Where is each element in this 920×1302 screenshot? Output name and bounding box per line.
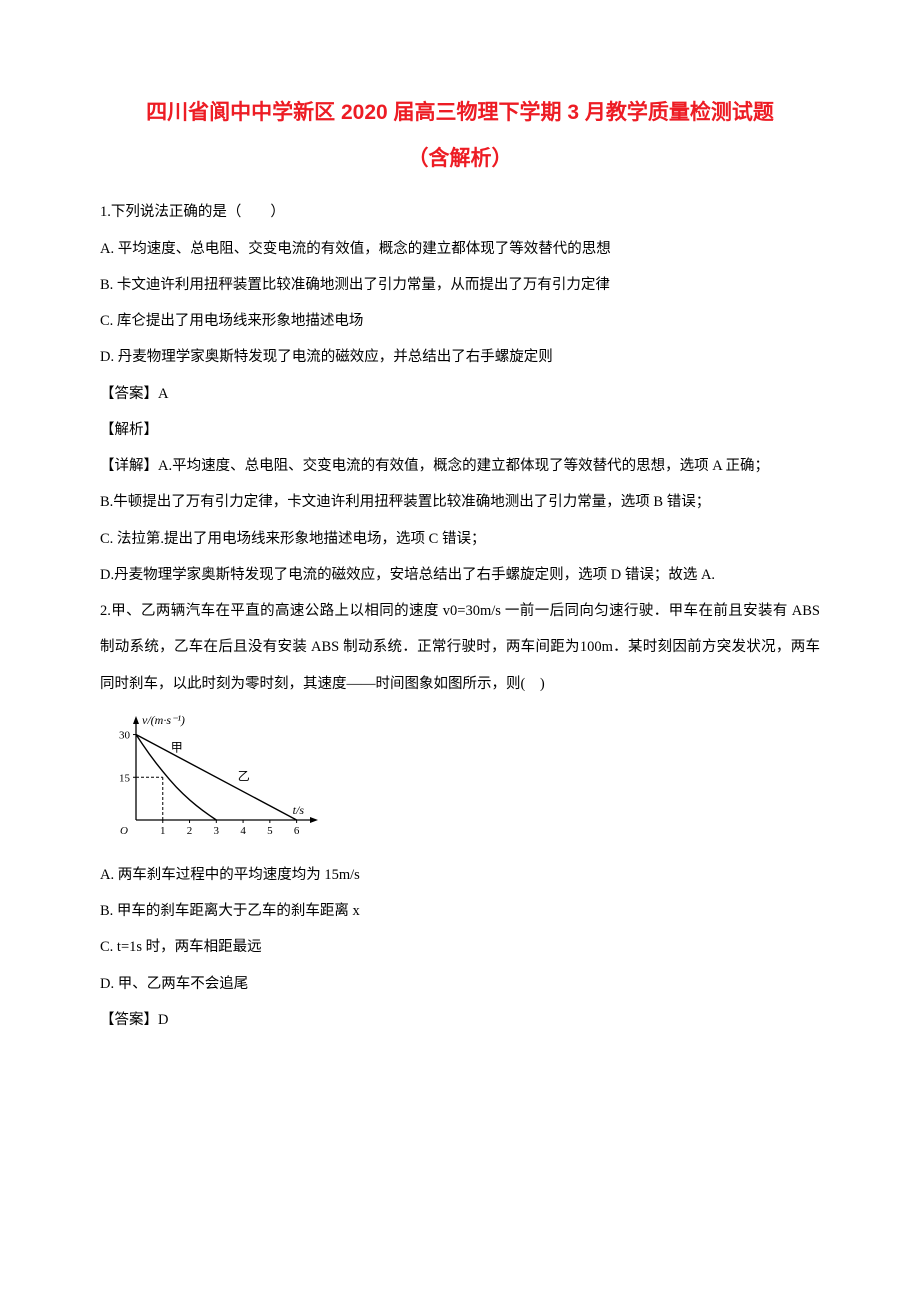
vt-graph-svg: 15 30 1 2 3 4 5 6 Ov/(m·s⁻¹) t/s 甲乙 bbox=[100, 712, 320, 842]
svg-text:4: 4 bbox=[240, 825, 246, 837]
detail-c: C. 法拉第.提出了用电场线来形象地描述电场，选项 C 错误； bbox=[100, 521, 820, 557]
svg-text:t/s: t/s bbox=[293, 803, 305, 817]
detail-d: D.丹麦物理学家奥斯特发现了电流的磁效应，安培总结出了右手螺旋定则，选项 D 错… bbox=[100, 557, 820, 593]
analysis-label: 【解析】 bbox=[100, 412, 820, 448]
svg-text:1: 1 bbox=[160, 825, 166, 837]
svg-text:5: 5 bbox=[267, 825, 273, 837]
page: 四川省阆中中学新区 2020 届高三物理下学期 3 月教学质量检测试题 （含解析… bbox=[0, 0, 920, 1302]
svg-text:15: 15 bbox=[119, 772, 131, 784]
svg-text:2: 2 bbox=[187, 825, 193, 837]
svg-text:O: O bbox=[120, 825, 128, 837]
title-line-1: 四川省阆中中学新区 2020 届高三物理下学期 3 月教学质量检测试题 bbox=[100, 90, 820, 136]
option-a: A. 平均速度、总电阻、交变电流的有效值，概念的建立都体现了等效替代的思想 bbox=[100, 231, 820, 267]
q2-option-b: B. 甲车的刹车距离大于乙车的刹车距离 x bbox=[100, 893, 820, 929]
title-line-2: （含解析） bbox=[100, 136, 820, 182]
question-2: 2.甲、乙两辆汽车在平直的高速公路上以相同的速度 v0=30m/s 一前一后同向… bbox=[100, 593, 820, 702]
svg-text:甲: 甲 bbox=[171, 741, 183, 755]
svg-text:v/(m·s⁻¹): v/(m·s⁻¹) bbox=[142, 713, 185, 727]
option-b: B. 卡文迪许利用扭秤装置比较准确地测出了引力常量，从而提出了万有引力定律 bbox=[100, 267, 820, 303]
velocity-time-graph: 15 30 1 2 3 4 5 6 Ov/(m·s⁻¹) t/s 甲乙 bbox=[100, 712, 820, 847]
answer-label: 【答案】A bbox=[100, 376, 820, 412]
q2-option-d: D. 甲、乙两车不会追尾 bbox=[100, 966, 820, 1002]
svg-text:30: 30 bbox=[119, 729, 131, 741]
option-c: C. 库仑提出了用电场线来形象地描述电场 bbox=[100, 303, 820, 339]
q2-option-a: A. 两车刹车过程中的平均速度均为 15m/s bbox=[100, 857, 820, 893]
q2-option-c: C. t=1s 时，两车相距最远 bbox=[100, 929, 820, 965]
detail-a: 【详解】A.平均速度、总电阻、交变电流的有效值，概念的建立都体现了等效替代的思想… bbox=[100, 448, 820, 484]
svg-text:3: 3 bbox=[214, 825, 220, 837]
svg-text:乙: 乙 bbox=[238, 769, 250, 783]
document-title: 四川省阆中中学新区 2020 届高三物理下学期 3 月教学质量检测试题 （含解析… bbox=[100, 90, 820, 182]
q2-answer: 【答案】D bbox=[100, 1002, 820, 1038]
option-d: D. 丹麦物理学家奥斯特发现了电流的磁效应，并总结出了右手螺旋定则 bbox=[100, 339, 820, 375]
svg-text:6: 6 bbox=[294, 825, 300, 837]
detail-b: B.牛顿提出了万有引力定律，卡文迪许利用扭秤装置比较准确地测出了引力常量，选项 … bbox=[100, 484, 820, 520]
paragraph: 1.下列说法正确的是（ ） bbox=[100, 194, 820, 230]
